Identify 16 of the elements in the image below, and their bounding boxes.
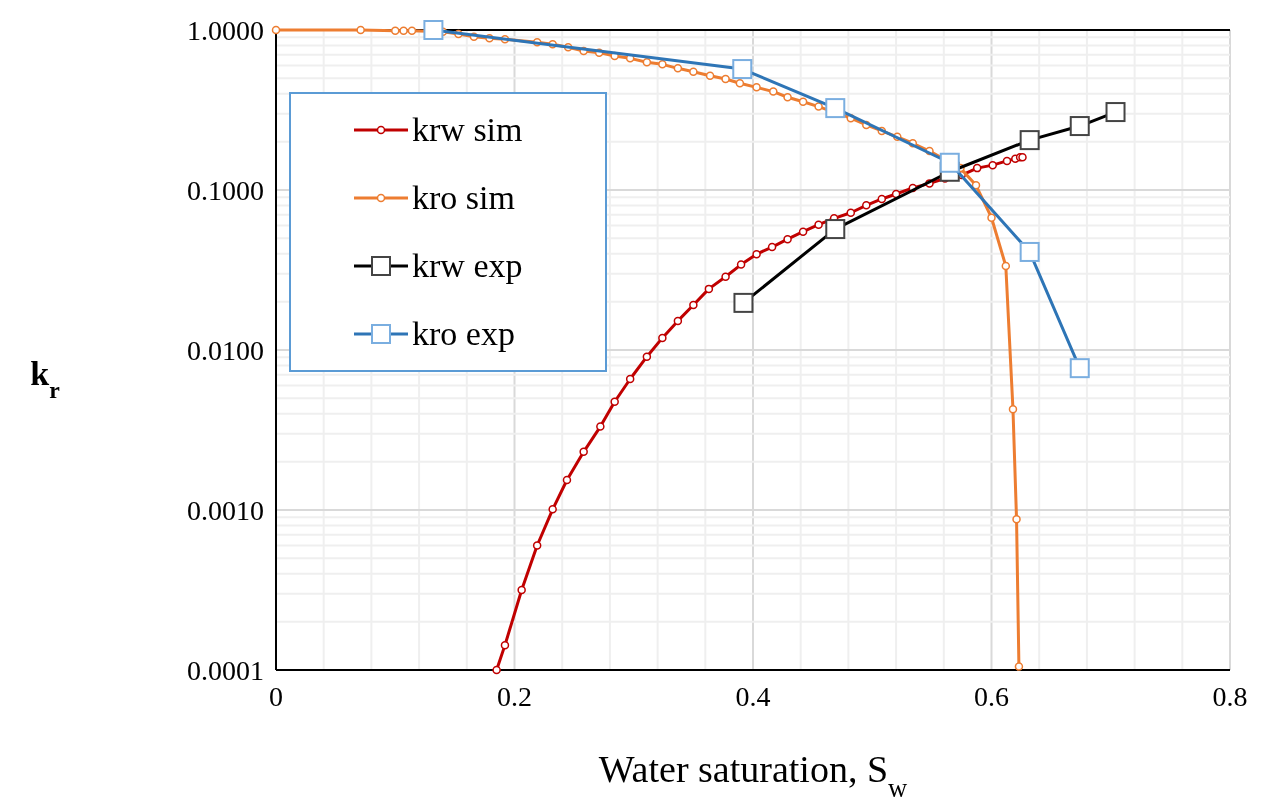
y-tick-label: 0.0100 [187,335,264,366]
legend-label: krw exp [412,247,523,284]
x-tick-label: 0.4 [735,681,771,712]
x-axis-title: Water saturation, S$_{w}$ [598,748,909,803]
y-tick-label: 0.0001 [187,655,264,686]
x-tick-label: 0.8 [1212,681,1248,712]
y-tick-label: 1.0000 [187,15,264,46]
y-tick-label: 0.0010 [187,495,264,526]
x-tick-label: 0.2 [497,681,532,712]
legend-label: krw sim [412,111,523,148]
legend-label: kro exp [412,315,515,352]
y-axis-title: k$_{r}$ [30,355,61,403]
y-tick-label: 0.1000 [187,175,264,206]
x-tick-label: 0 [269,681,283,712]
x-tick-label: 0.6 [974,681,1009,712]
legend-label: kro sim [412,179,515,216]
